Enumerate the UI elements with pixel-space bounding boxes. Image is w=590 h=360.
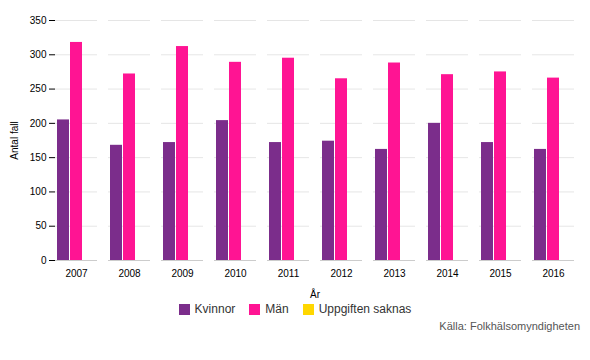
- svg-text:300: 300: [30, 49, 47, 60]
- svg-text:2010: 2010: [224, 268, 247, 279]
- svg-text:2007: 2007: [65, 268, 88, 279]
- svg-text:50: 50: [35, 220, 47, 231]
- svg-text:0: 0: [41, 255, 47, 266]
- svg-text:2016: 2016: [542, 268, 565, 279]
- svg-text:2013: 2013: [383, 268, 406, 279]
- svg-text:100: 100: [30, 186, 47, 197]
- html-text:Källa: Folkhälsomyndigheten: Källa: Folkhälsomyndigheten: [439, 320, 580, 332]
- svg-text:År: År: [310, 288, 321, 300]
- svg-text:2008: 2008: [118, 268, 141, 279]
- svg-text:2014: 2014: [436, 268, 459, 279]
- html-text:Kvinnor: Kvinnor: [194, 302, 236, 316]
- svg-text:Antal fall: Antal fall: [9, 121, 20, 159]
- svg-text:2012: 2012: [330, 268, 353, 279]
- svg-text:2015: 2015: [489, 268, 512, 279]
- svg-text:250: 250: [30, 83, 47, 94]
- svg-text:2009: 2009: [171, 268, 194, 279]
- svg-text:350: 350: [30, 15, 47, 26]
- svg-text:150: 150: [30, 152, 47, 163]
- html-text:Uppgiften saknas: Uppgiften saknas: [318, 302, 412, 316]
- html-text:Män: Män: [265, 302, 289, 316]
- svg-text:200: 200: [30, 118, 47, 129]
- svg-text:2011: 2011: [278, 268, 300, 279]
